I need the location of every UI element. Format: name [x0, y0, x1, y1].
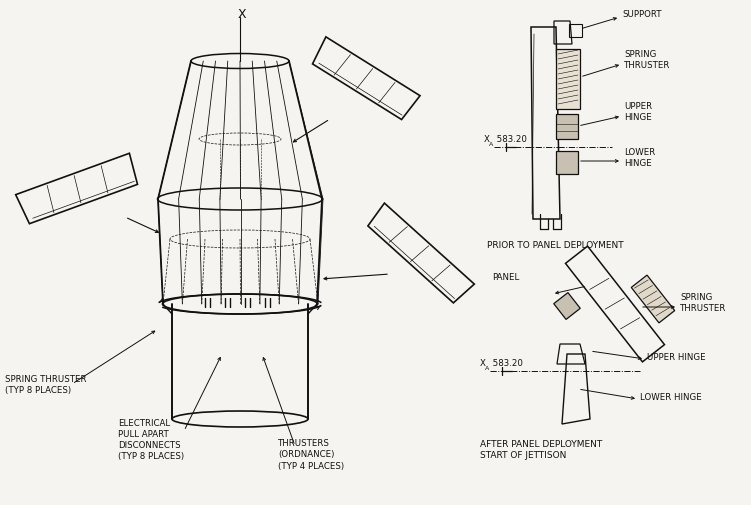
Text: PRIOR TO PANEL DEPLOYMENT: PRIOR TO PANEL DEPLOYMENT — [487, 240, 623, 249]
Text: AFTER PANEL DEPLOYMENT
START OF JETTISON: AFTER PANEL DEPLOYMENT START OF JETTISON — [480, 439, 602, 459]
Polygon shape — [553, 293, 581, 320]
Text: SPRING THRUSTER
(TYP 8 PLACES): SPRING THRUSTER (TYP 8 PLACES) — [5, 374, 86, 394]
Text: X: X — [484, 135, 490, 144]
Text: 583.20: 583.20 — [494, 135, 527, 144]
Text: SPRING
THRUSTER: SPRING THRUSTER — [680, 292, 726, 313]
Text: THRUSTERS
(ORDNANCE)
(TYP 4 PLACES): THRUSTERS (ORDNANCE) (TYP 4 PLACES) — [278, 438, 344, 470]
Polygon shape — [632, 276, 674, 323]
Text: X: X — [480, 358, 486, 367]
Text: LOWER
HINGE: LOWER HINGE — [624, 147, 656, 168]
Text: SPRING
THRUSTER: SPRING THRUSTER — [624, 50, 671, 70]
Text: PANEL: PANEL — [492, 273, 519, 282]
Text: A: A — [484, 365, 489, 370]
Text: ELECTRICAL
PULL APART
DISCONNECTS
(TYP 8 PLACES): ELECTRICAL PULL APART DISCONNECTS (TYP 8… — [118, 418, 184, 460]
Polygon shape — [556, 152, 578, 175]
Polygon shape — [556, 50, 580, 110]
Polygon shape — [556, 115, 578, 140]
Text: LOWER HINGE: LOWER HINGE — [640, 393, 701, 401]
Text: X: X — [237, 8, 246, 21]
Text: UPPER
HINGE: UPPER HINGE — [624, 102, 652, 122]
Text: SUPPORT: SUPPORT — [622, 10, 662, 19]
Text: 583.20: 583.20 — [490, 358, 523, 367]
Text: UPPER HINGE: UPPER HINGE — [647, 352, 706, 361]
Text: A: A — [488, 142, 493, 147]
